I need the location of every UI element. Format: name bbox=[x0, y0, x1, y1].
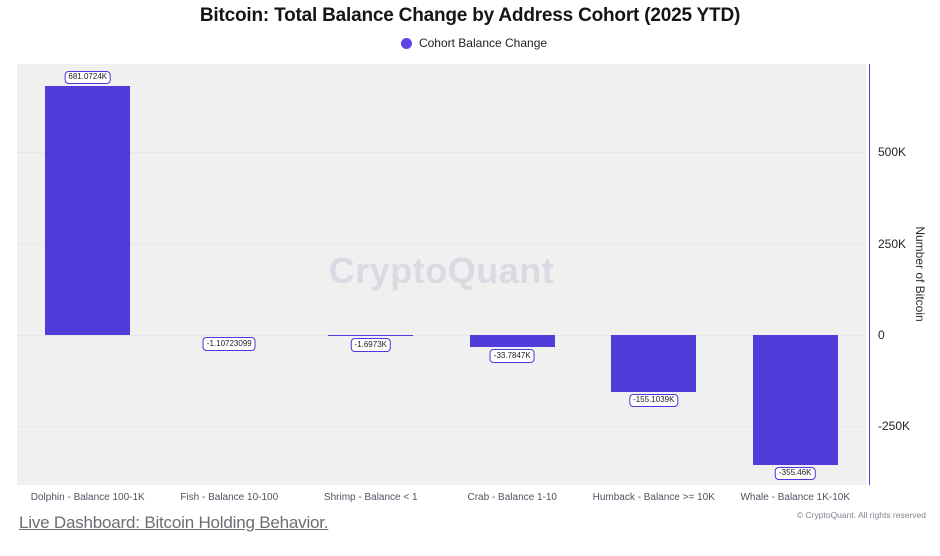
bar-2[interactable] bbox=[328, 335, 414, 336]
bar-value-label-1: -1.10723099 bbox=[202, 337, 256, 351]
y-tick-label-3: -250K bbox=[878, 419, 911, 434]
chart-title: Bitcoin: Total Balance Change by Address… bbox=[199, 5, 741, 26]
bar-value-label-3: -33.7847K bbox=[489, 349, 535, 363]
x-tick-label-2: Shrimp - Balance < 1 bbox=[323, 492, 418, 503]
bar-value-label-5: -355.46K bbox=[775, 466, 816, 481]
gridline bbox=[17, 335, 866, 336]
gridline bbox=[17, 426, 866, 428]
bar-5[interactable] bbox=[752, 335, 838, 465]
y-tick-label-2: 0 bbox=[878, 328, 885, 342]
legend[interactable]: Cohort Balance Change bbox=[4, 37, 940, 50]
gridline bbox=[17, 243, 866, 245]
plot-area: CryptoQuant 681.0724K -1.10723099 -1.6973K -… bbox=[17, 64, 866, 485]
x-tick-label-3: Crab - Balance 1-10 bbox=[467, 492, 558, 503]
bar-3[interactable] bbox=[469, 335, 555, 348]
y-axis-title: Number of Bitcoin bbox=[913, 226, 927, 322]
bar-value-label-2: -1.6973K bbox=[350, 338, 391, 352]
bar-4[interactable] bbox=[611, 335, 697, 392]
bar-0[interactable] bbox=[45, 86, 131, 335]
bar-value-label-0: 681.0724K bbox=[64, 70, 112, 85]
x-tick-label-0: Dolphin - Balance 100-1K bbox=[30, 492, 145, 503]
legend-label: Cohort Balance Change bbox=[418, 36, 548, 50]
gridline bbox=[17, 152, 866, 154]
legend-marker-icon bbox=[400, 38, 412, 49]
x-tick-label-5: Whale - Balance 1K-10K bbox=[740, 492, 851, 503]
x-tick-label-1: Fish - Balance 10-100 bbox=[180, 492, 279, 503]
copyright-text: © CryptoQuant. All rights reserved bbox=[796, 510, 926, 520]
y-tick-label-1: 250K bbox=[878, 236, 907, 251]
x-tick-label-4: Humback - Balance >= 10K bbox=[592, 492, 715, 503]
watermark: CryptoQuant bbox=[328, 250, 555, 291]
y-axis-line bbox=[869, 64, 870, 485]
dashboard-link[interactable]: Live Dashboard: Bitcoin Holding Behavior… bbox=[19, 513, 329, 532]
bar-value-label-4: -155.1039K bbox=[629, 393, 679, 408]
y-tick-label-0: 500K bbox=[878, 145, 907, 160]
